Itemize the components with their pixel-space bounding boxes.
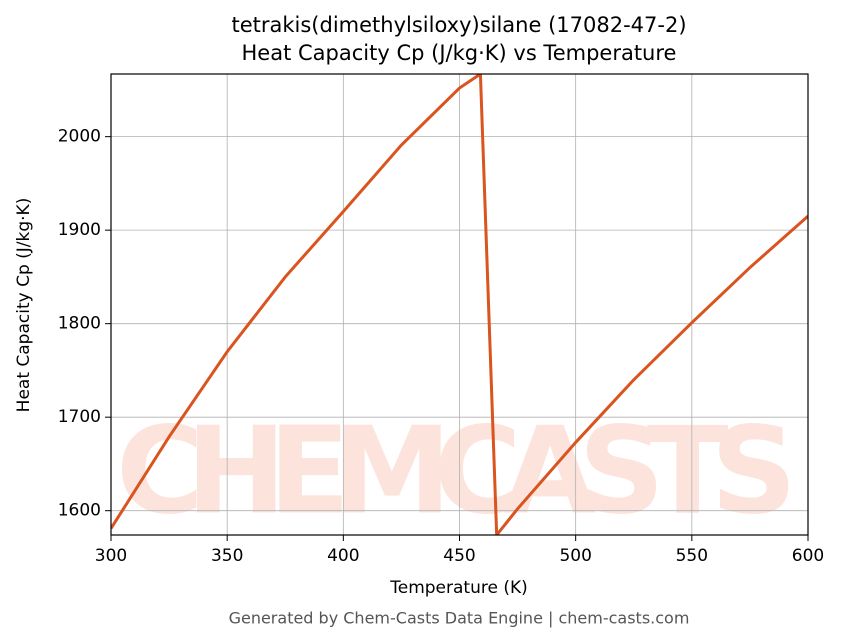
y-tick-label: 2000: [58, 127, 101, 147]
plot-frame: [110, 73, 809, 536]
footer: Generated by Chem-Casts Data Engine | ch…: [229, 609, 690, 628]
line: [111, 74, 808, 535]
x-tick-label: 450: [443, 546, 475, 566]
y-tick-label: 1600: [58, 501, 101, 521]
y-axis-label: Heat Capacity Cp (J/kg·K): [14, 198, 34, 413]
x-tick-label: 350: [211, 546, 243, 566]
x-tick-label: 300: [95, 546, 127, 566]
chart-subtitle: Heat Capacity Cp (J/kg·K) vs Temperature: [242, 41, 677, 65]
y-tick-label: 1700: [58, 407, 101, 427]
chart-title: tetrakis(dimethylsiloxy)silane (17082-47…: [231, 13, 686, 37]
x-tick-label: 500: [559, 546, 591, 566]
x-axis-label: Temperature (K): [389, 578, 528, 598]
y-tick-label: 1900: [58, 220, 101, 240]
x-tick-label: 550: [676, 546, 708, 566]
watermark: CHEMCASTS: [116, 403, 803, 542]
y-tick-label: 1800: [58, 314, 101, 334]
x-tick-label: 600: [792, 546, 824, 566]
x-tick-label: 400: [327, 546, 359, 566]
